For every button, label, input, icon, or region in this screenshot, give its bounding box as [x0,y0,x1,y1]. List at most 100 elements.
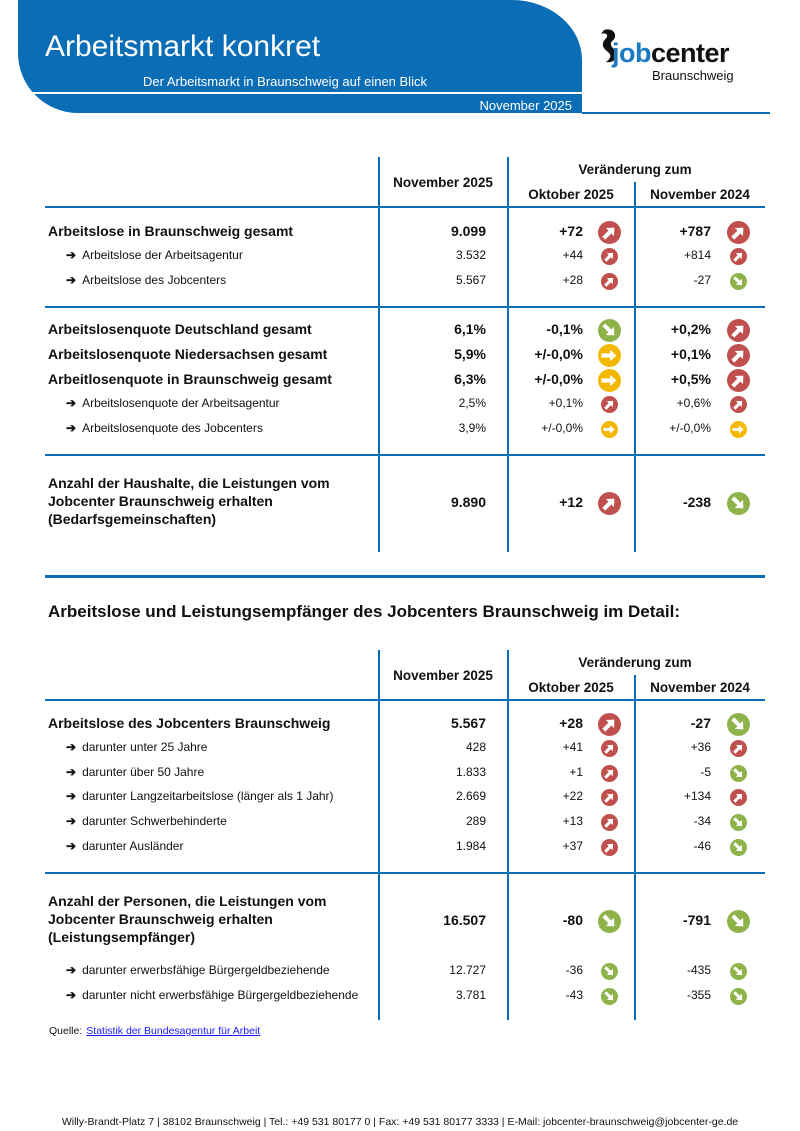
change-prev-month: +44 [562,248,583,262]
row-label: Arbeitslosenquote Deutschland gesamt [48,321,312,337]
arrow-bullet-icon: ➔ [66,839,77,853]
current-value: 3.781 [455,988,486,1002]
col-header-change: Veränderung zum [578,162,692,177]
change-prev-month: +41 [562,740,583,754]
row-label: Arbeitslose des Jobcenters Braunschweig [48,715,330,731]
change-prev-month: +0,1% [548,396,583,410]
current-value: 3,9% [458,421,486,435]
change-prev-year: +/-0,0% [669,421,711,435]
change-prev-year: -435 [686,963,711,977]
table-row: ➔ darunter erwerbsfähige Bürgergeldbezieh… [0,960,800,982]
change-prev-month: +/-0,0% [534,346,583,362]
change-prev-year: -238 [682,494,711,510]
current-value: 12.727 [449,963,486,977]
table-row: Arbeitlosenquote in Braunschweig gesamt 6… [0,368,800,392]
column-divider [507,650,509,1020]
arrow-up-right-icon [600,739,618,757]
row-label-text: darunter erwerbsfähige Bürgergeldbeziehe… [82,963,330,977]
col-header-change: Veränderung zum [578,655,692,670]
col-header-prev-year: November 2024 [650,187,750,202]
change-prev-year: -46 [693,839,711,853]
change-prev-year: +814 [683,248,711,262]
column-divider [378,157,380,552]
row-label: ➔ Arbeitslose des Jobcenters [66,273,226,287]
change-prev-month: -36 [565,963,583,977]
report-date: November 2025 [479,98,573,113]
arrow-up-right-icon [600,272,618,290]
change-prev-month: -43 [565,988,583,1002]
arrow-down-right-icon [729,272,747,290]
logo-center: center [651,38,730,68]
arrow-up-right-icon [600,813,618,831]
arrow-down-right-icon [726,712,750,736]
row-label: ➔ darunter unter 25 Jahre [66,740,207,754]
current-value: 9.099 [450,223,486,239]
row-label: ➔ darunter Schwerbehinderte [66,814,227,828]
arrow-up-right-icon [726,368,750,392]
arrow-right-icon [600,420,618,438]
row-label-text: darunter Schwerbehinderte [82,814,227,828]
table-row: ➔ darunter Ausländer 1.984 +37 -46 [0,836,800,858]
change-prev-month: +13 [562,814,583,828]
row-label-text: Arbeitslose des Jobcenters Braunschweig [48,715,331,731]
current-value: 3.532 [455,248,486,262]
arrow-down-right-icon [597,909,621,933]
lion-logo-icon [601,29,618,63]
change-prev-month: +37 [562,839,583,853]
row-label-text: darunter unter 25 Jahre [82,740,208,754]
row-label-text: Arbeitslosenquote Niedersachsen gesamt [48,346,328,362]
source-label: Quelle: [49,1025,83,1037]
arrow-up-right-icon [600,764,618,782]
row-label-text: Arbeitslose der Arbeitsagentur [82,248,243,262]
change-prev-month: +1 [569,765,583,779]
arrow-up-right-icon [729,788,747,806]
arrow-up-right-icon [600,395,618,413]
table-row: ➔ darunter Langzeitarbeitslose (länger al… [0,786,800,808]
row-label-text: darunter Langzeitarbeitslose (länger als… [82,789,334,803]
arrow-bullet-icon: ➔ [66,740,77,754]
arrow-up-right-icon [726,318,750,342]
footer-contact: Willy-Brandt-Platz 7 | 38102 Braunschwei… [61,1116,739,1128]
col-header-current: November 2025 [393,668,493,683]
arrow-up-right-icon [600,788,618,806]
row-label: Anzahl der Personen, die Leistungen vom J… [48,892,327,946]
arrow-bullet-icon: ➔ [66,963,77,977]
header-banner [18,0,582,113]
col-header-current: November 2025 [393,175,493,190]
current-value: 1.984 [455,839,486,853]
row-label: ➔ Arbeitslosenquote des Jobcenters [66,421,263,435]
arrow-bullet-icon: ➔ [66,396,77,410]
table-row: ➔ Arbeitslosenquote der Arbeitsagentur 2,5… [0,393,800,415]
logo-city: Braunschweig [652,68,734,83]
arrow-down-right-icon [729,764,747,782]
row-label-line: Jobcenter Braunschweig erhalten [48,911,273,927]
change-prev-month: +28 [562,273,583,287]
arrow-up-right-icon [597,491,621,515]
source-link[interactable]: Statistik der Bundesagentur für Arbeit [86,1025,261,1037]
arrow-bullet-icon: ➔ [66,273,77,287]
logo-job: job [612,38,652,68]
col-header-prev-month: Oktober 2025 [528,680,614,695]
row-label: Arbeitslosenquote Niedersachsen gesamt [48,346,327,362]
source-note: Quelle: Statistik der Bundesagentur für A… [49,1025,260,1037]
row-label-line: Anzahl der Personen, die Leistungen vom [48,893,327,909]
arrow-up-right-icon [726,343,750,367]
change-prev-month: -0,1% [546,321,583,337]
arrow-right-icon [597,343,621,367]
column-divider [634,182,636,552]
section-title: Arbeitslose und Leistungsempfänger des J… [48,602,680,621]
row-label: ➔ Arbeitslosenquote der Arbeitsagentur [66,396,280,410]
section-rule [45,575,765,578]
table-row: ➔ darunter nicht erwerbsfähige Bürgergeld… [0,985,800,1007]
col-header-prev-year: November 2024 [650,680,750,695]
arrow-down-right-icon [729,838,747,856]
arrow-right-icon [729,420,747,438]
current-value: 6,3% [454,371,486,387]
change-prev-year: +0,2% [670,321,711,337]
change-prev-year: +0,6% [676,396,711,410]
row-label-line: (Leistungsempfänger) [48,929,196,945]
table-row: Arbeitslosenquote Deutschland gesamt 6,1%… [0,318,800,342]
change-prev-year: -27 [693,273,711,287]
change-prev-month: +/-0,0% [541,421,583,435]
change-prev-month: +22 [562,789,583,803]
